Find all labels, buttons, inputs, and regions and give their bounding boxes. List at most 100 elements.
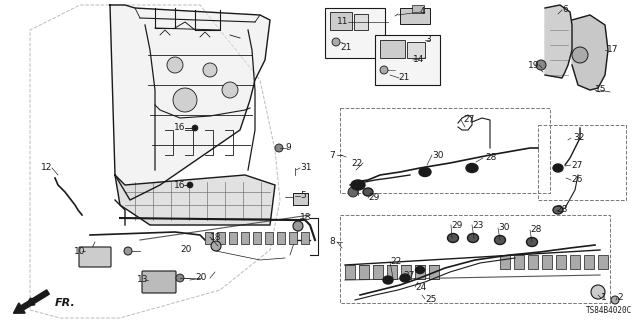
Text: 20: 20 <box>180 245 191 254</box>
Text: 5: 5 <box>300 191 306 201</box>
Circle shape <box>572 47 588 63</box>
Text: 21: 21 <box>398 74 410 83</box>
Bar <box>584 255 594 269</box>
Text: 22: 22 <box>390 258 401 267</box>
Text: 31: 31 <box>300 164 312 172</box>
Ellipse shape <box>419 167 431 177</box>
Text: 27: 27 <box>571 161 582 170</box>
Bar <box>598 255 608 269</box>
Text: 27: 27 <box>403 270 414 279</box>
Bar <box>265 232 273 244</box>
Bar <box>345 265 355 279</box>
Circle shape <box>275 144 283 152</box>
Circle shape <box>173 88 197 112</box>
Bar <box>401 265 411 279</box>
Text: 8: 8 <box>329 237 335 246</box>
Bar <box>340 108 550 193</box>
Bar <box>429 265 439 279</box>
Text: 15: 15 <box>595 85 607 94</box>
Text: 27: 27 <box>463 116 474 124</box>
Bar <box>354 14 368 30</box>
Text: 28: 28 <box>485 154 497 163</box>
Bar <box>387 265 397 279</box>
Text: 14: 14 <box>413 55 424 65</box>
Text: 22: 22 <box>352 158 363 167</box>
FancyArrow shape <box>13 290 49 313</box>
Ellipse shape <box>400 274 410 282</box>
Ellipse shape <box>363 188 373 196</box>
Bar <box>277 232 285 244</box>
Ellipse shape <box>447 234 458 243</box>
Circle shape <box>611 296 619 304</box>
FancyBboxPatch shape <box>142 271 176 293</box>
Ellipse shape <box>383 276 393 284</box>
Polygon shape <box>572 15 608 90</box>
Ellipse shape <box>415 267 424 274</box>
Text: 3: 3 <box>425 36 431 44</box>
Ellipse shape <box>553 164 563 172</box>
Text: 30: 30 <box>498 223 509 233</box>
Bar <box>373 265 383 279</box>
Ellipse shape <box>553 206 563 214</box>
Text: 10: 10 <box>74 246 85 255</box>
Bar <box>400 8 430 24</box>
Bar <box>415 265 425 279</box>
Bar <box>407 42 425 58</box>
Text: 28: 28 <box>530 226 541 235</box>
Bar <box>570 255 580 269</box>
Text: 24: 24 <box>415 283 426 292</box>
Polygon shape <box>110 5 270 200</box>
Text: 32: 32 <box>573 133 584 142</box>
Text: 23: 23 <box>472 220 483 229</box>
Text: 16: 16 <box>173 124 185 132</box>
Text: 9: 9 <box>285 143 291 153</box>
Bar <box>542 255 552 269</box>
Text: 17: 17 <box>607 45 618 54</box>
Bar <box>217 232 225 244</box>
Circle shape <box>187 182 193 188</box>
Circle shape <box>222 82 238 98</box>
Bar <box>325 8 385 58</box>
Bar <box>205 232 213 244</box>
Polygon shape <box>115 175 275 225</box>
FancyBboxPatch shape <box>79 247 111 267</box>
Text: 21: 21 <box>340 43 352 52</box>
Circle shape <box>124 247 132 255</box>
Bar <box>514 255 524 269</box>
Bar <box>229 232 237 244</box>
Text: 18: 18 <box>300 213 312 222</box>
Bar <box>528 255 538 269</box>
Ellipse shape <box>466 164 478 172</box>
Circle shape <box>176 274 184 282</box>
Circle shape <box>380 66 388 74</box>
Bar <box>340 215 610 303</box>
Text: FR.: FR. <box>55 298 76 308</box>
Text: 16: 16 <box>173 180 185 189</box>
Text: 29: 29 <box>451 220 462 229</box>
Circle shape <box>348 187 358 197</box>
Ellipse shape <box>495 236 506 244</box>
Bar <box>500 255 510 269</box>
Text: 11: 11 <box>337 18 348 27</box>
Text: 30: 30 <box>432 150 444 159</box>
Text: 13: 13 <box>136 276 148 284</box>
Bar <box>289 232 297 244</box>
Bar <box>330 12 352 30</box>
Polygon shape <box>545 5 572 78</box>
Bar <box>538 125 626 200</box>
Text: 26: 26 <box>571 175 582 185</box>
Bar <box>412 5 424 13</box>
Text: 18: 18 <box>210 233 221 242</box>
Circle shape <box>203 63 217 77</box>
Circle shape <box>293 221 303 231</box>
Circle shape <box>211 241 221 251</box>
Ellipse shape <box>527 237 538 246</box>
Text: TS84B4020C: TS84B4020C <box>586 306 632 315</box>
Text: 6: 6 <box>562 5 568 14</box>
Bar <box>301 232 309 244</box>
Text: 4: 4 <box>420 7 426 17</box>
Text: 12: 12 <box>40 164 52 172</box>
Text: 28: 28 <box>556 205 568 214</box>
Circle shape <box>591 285 605 299</box>
Bar <box>293 193 308 205</box>
